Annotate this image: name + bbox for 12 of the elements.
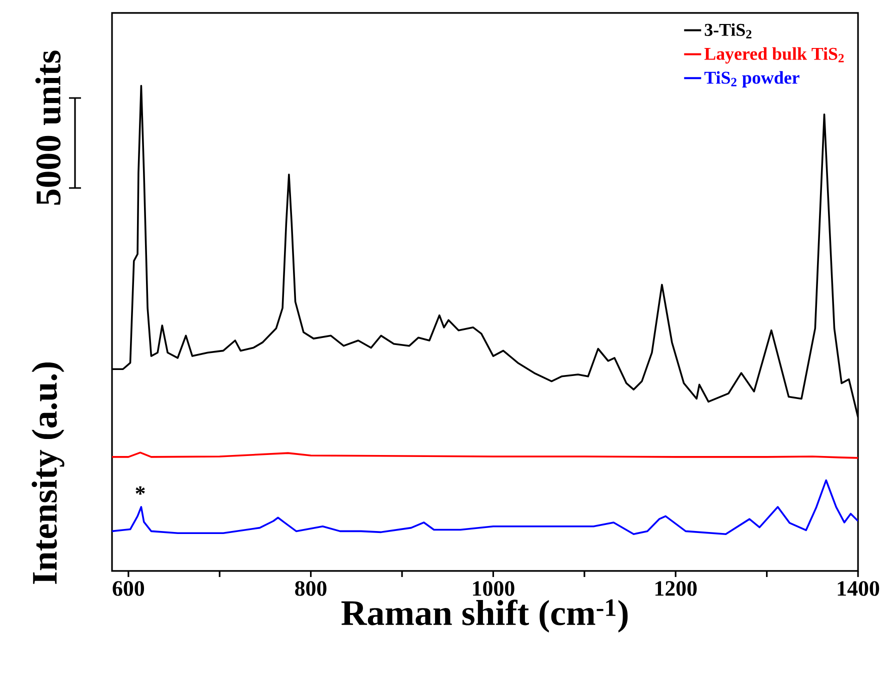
x-tick-label: 1200 (655, 581, 697, 596)
legend-label: 3-TiS$_{2}$ (704, 23, 752, 38)
x-tick-label: 800 (295, 581, 326, 596)
legend-label: TiS$_{2}$ powder (704, 71, 800, 88)
legend-label: Layered bulk TiS$_{2}$ (704, 47, 844, 64)
y-axis-title: Intensity (a.u.) (32, 362, 64, 584)
x-tick-label: 1400 (838, 581, 880, 596)
text: 5000 units (35, 50, 61, 205)
annotation: * (136, 486, 145, 495)
x-tick-label: 1000 (473, 581, 514, 596)
x-axis-title: Raman shift (cm$^{-1}$) (341, 599, 628, 633)
x-tick-label: 600 (112, 581, 144, 596)
